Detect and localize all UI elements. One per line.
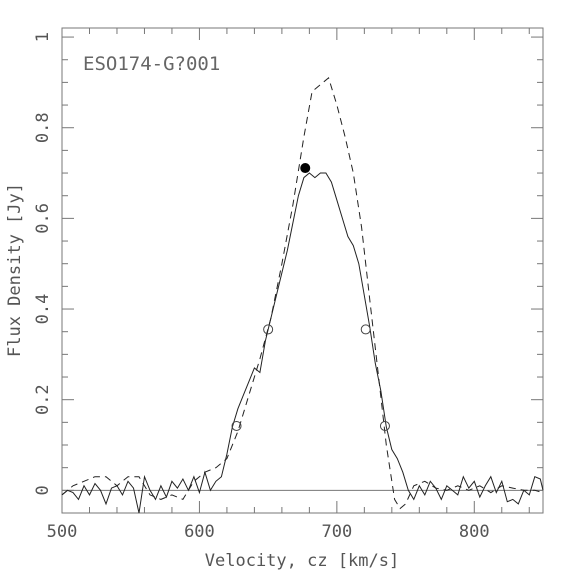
dashed-series-line	[61, 77, 544, 510]
width-marker	[379, 420, 390, 431]
x-tick-label: 500	[47, 522, 78, 542]
galaxy-label: ESO174-G?001	[83, 53, 220, 75]
markers-group	[231, 163, 390, 431]
width-marker	[263, 324, 274, 335]
width-marker	[360, 324, 371, 335]
y-axis-title: Flux Density [Jy]	[5, 183, 25, 357]
x-tick-label: 600	[184, 522, 215, 542]
x-tick-label: 800	[459, 522, 490, 542]
y-tick-label: 0.2	[33, 384, 53, 415]
y-tick-label: 1	[33, 32, 53, 42]
plot-frame	[61, 27, 544, 514]
x-axis-title: Velocity, cz [km/s]	[205, 551, 399, 571]
y-tick-label: 0.6	[33, 203, 53, 234]
y-tick-label: 0	[33, 485, 53, 495]
series-group	[61, 77, 544, 514]
peak-marker	[300, 163, 311, 174]
tick-labels: 500 600 700 800 0 0.2 0.4 0.6 0.8 1	[33, 32, 490, 542]
solid-series-line	[61, 172, 544, 514]
axis-ticks	[61, 28, 543, 514]
x-tick-label: 700	[321, 522, 352, 542]
y-tick-label: 0.4	[33, 294, 53, 325]
y-tick-label: 0.8	[33, 112, 53, 143]
width-marker	[231, 420, 242, 431]
